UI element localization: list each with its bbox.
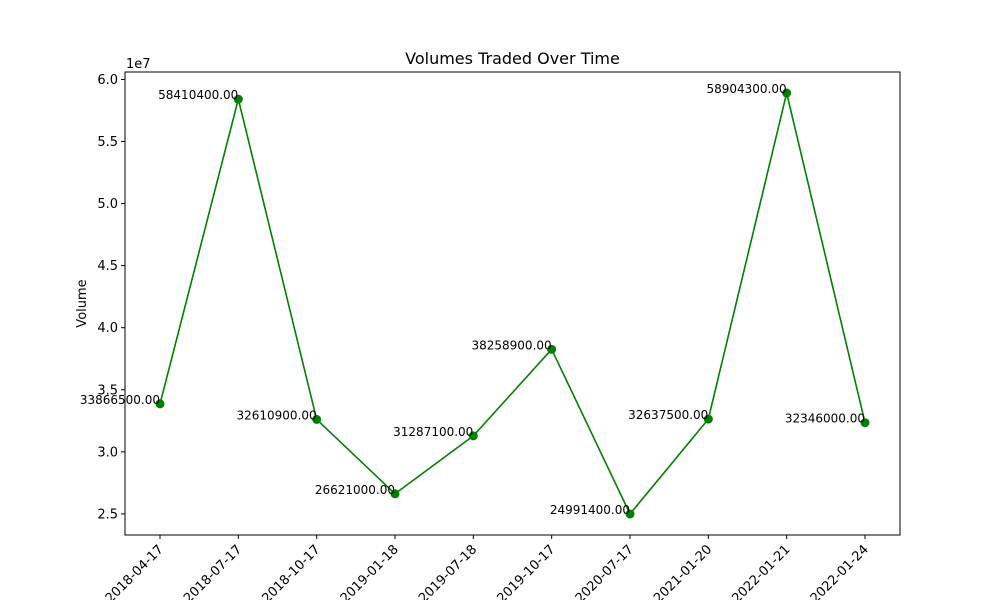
chart-title: Volumes Traded Over Time — [405, 49, 620, 68]
x-tick-label: 2018-10-17 — [259, 542, 323, 600]
data-point — [155, 399, 165, 409]
data-label: 32610900.00 — [236, 408, 316, 422]
x-tick-label: 2018-07-17 — [181, 542, 245, 600]
x-tick-label: 2022-01-21 — [729, 542, 793, 600]
y-tick-label: 5.5 — [97, 135, 118, 150]
data-label: 38258900.00 — [471, 338, 551, 352]
data-point — [547, 344, 557, 354]
data-label: 58904300.00 — [706, 82, 786, 96]
y-axis: 2.5 3.0 3.5 4.0 4.5 5.0 5.5 6.0 — [97, 73, 125, 522]
x-tick-label: 2018-04-17 — [103, 542, 167, 600]
data-point — [312, 414, 322, 424]
data-label: 32637500.00 — [628, 408, 708, 422]
y-tick-label: 3.5 — [97, 383, 118, 398]
data-point — [860, 418, 870, 428]
x-tick-label: 2019-07-18 — [416, 542, 480, 600]
y-tick-label: 4.0 — [97, 321, 118, 336]
y-tick-label: 6.0 — [97, 73, 118, 88]
plot-area-frame — [124, 71, 901, 536]
data-point — [390, 489, 400, 499]
x-tick-label: 2019-01-18 — [338, 542, 402, 600]
x-tick-label: 2022-01-24 — [808, 542, 872, 600]
data-point — [468, 431, 478, 441]
y-tick-label: 2.5 — [97, 507, 118, 522]
data-label: 24991400.00 — [550, 503, 630, 517]
data-point — [233, 94, 243, 104]
x-axis: 2018-04-17 2018-07-17 2018-10-17 2019-01-18… — [103, 535, 872, 604]
data-labels-layer: 33866500.00 58410400.00 32610900.00 2662100… — [80, 82, 865, 517]
y-tick-label: 4.5 — [97, 259, 118, 274]
data-label: 58410400.00 — [158, 88, 238, 102]
data-label: 26621000.00 — [315, 483, 395, 497]
y-tick-label: 5.0 — [97, 197, 118, 212]
data-point — [782, 88, 792, 98]
data-label: 33866500.00 — [80, 393, 160, 407]
series-line — [159, 92, 866, 515]
y-tick-label: 3.0 — [97, 445, 118, 460]
data-label: 31287100.00 — [393, 425, 473, 439]
y-axis-offset-text: 1e7 — [126, 57, 151, 72]
data-label: 32346000.00 — [785, 412, 865, 426]
x-tick-label: 2019-10-17 — [494, 542, 558, 600]
x-tick-label: 2021-01-20 — [651, 542, 715, 600]
data-point — [703, 414, 713, 424]
series-layer — [155, 88, 870, 519]
data-point — [625, 509, 635, 519]
x-tick-label: 2020-07-17 — [573, 542, 637, 600]
y-axis-label: Volume — [75, 279, 90, 327]
